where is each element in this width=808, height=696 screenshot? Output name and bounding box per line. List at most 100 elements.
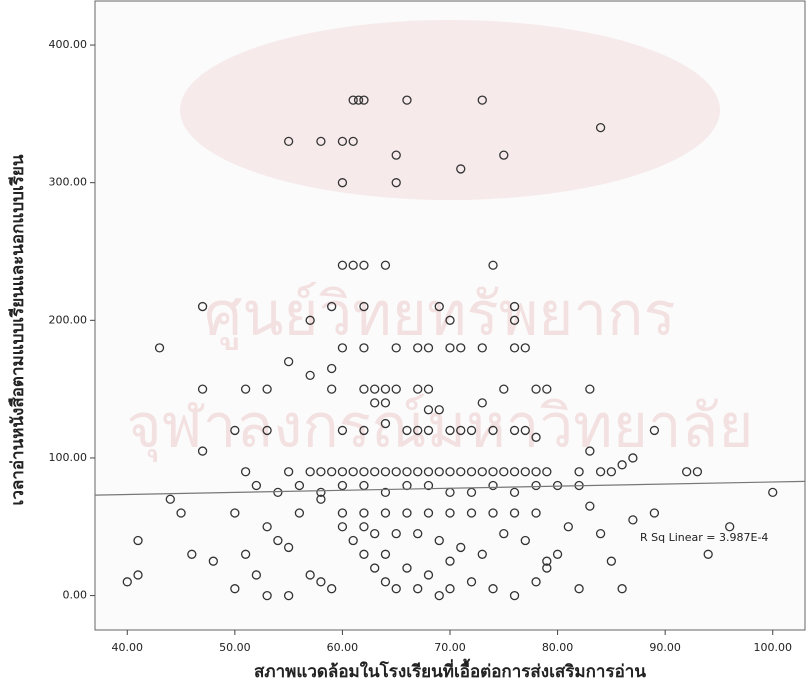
point xyxy=(316,494,326,504)
point xyxy=(348,535,358,546)
point xyxy=(509,301,520,312)
point xyxy=(628,515,638,525)
point xyxy=(552,549,563,559)
point xyxy=(509,487,520,498)
point xyxy=(230,584,240,594)
point xyxy=(359,467,369,477)
point xyxy=(445,425,455,436)
point xyxy=(380,577,391,587)
point xyxy=(542,384,552,394)
point xyxy=(488,260,498,270)
point xyxy=(509,467,520,477)
point xyxy=(488,508,498,518)
point xyxy=(337,508,348,518)
point xyxy=(413,584,423,594)
point xyxy=(359,343,369,353)
point xyxy=(768,487,778,498)
point xyxy=(391,584,401,594)
point xyxy=(456,542,466,553)
x-tick-label: 70.00 xyxy=(434,641,466,654)
point xyxy=(273,487,283,498)
point xyxy=(380,418,391,429)
point xyxy=(316,467,326,477)
point xyxy=(283,356,294,367)
point xyxy=(348,467,358,477)
point xyxy=(574,467,584,477)
point xyxy=(628,453,638,463)
point xyxy=(337,343,348,353)
point xyxy=(316,136,326,147)
point xyxy=(466,467,477,477)
x-tick-label: 80.00 xyxy=(542,641,574,654)
point xyxy=(380,398,391,408)
point xyxy=(305,370,315,381)
point xyxy=(595,529,606,539)
point xyxy=(509,508,520,518)
point xyxy=(423,508,434,518)
point xyxy=(488,584,498,594)
point xyxy=(413,384,423,394)
point xyxy=(649,508,660,518)
point xyxy=(176,508,186,518)
point xyxy=(413,425,423,436)
point xyxy=(617,460,627,470)
point xyxy=(402,563,412,573)
point xyxy=(348,136,358,147)
point xyxy=(488,425,498,436)
point xyxy=(133,535,143,546)
point xyxy=(370,467,380,477)
point xyxy=(359,549,369,559)
point xyxy=(531,577,541,587)
point xyxy=(585,501,595,511)
point xyxy=(391,343,401,353)
point xyxy=(337,480,348,491)
point xyxy=(294,508,305,518)
point xyxy=(606,467,617,477)
point xyxy=(499,384,509,394)
point xyxy=(251,480,262,491)
y-tick-label: 400.00 xyxy=(49,38,88,51)
point xyxy=(509,590,520,601)
point xyxy=(359,260,369,270)
annotation: R Sq Linear = 3.987E-4 xyxy=(640,531,768,544)
point xyxy=(434,301,444,312)
point xyxy=(337,178,348,188)
point xyxy=(133,570,143,580)
point xyxy=(423,343,434,353)
point xyxy=(509,343,520,353)
point xyxy=(230,508,240,518)
point xyxy=(682,467,692,477)
point xyxy=(488,467,498,477)
watermark-text: ศูนย์วิทยทรัพยากร xyxy=(204,280,675,351)
point xyxy=(477,343,487,353)
point xyxy=(154,343,165,353)
point xyxy=(456,425,466,436)
point xyxy=(370,529,380,539)
point xyxy=(531,384,541,394)
point xyxy=(353,95,364,105)
point xyxy=(273,535,283,546)
point xyxy=(262,425,272,436)
point xyxy=(337,136,348,147)
x-tick-label: 100.00 xyxy=(753,641,792,654)
plot-area xyxy=(94,0,806,631)
point xyxy=(348,95,358,105)
point xyxy=(563,522,573,532)
point xyxy=(197,384,208,394)
point xyxy=(359,301,369,312)
point xyxy=(477,95,487,105)
point xyxy=(391,529,401,539)
point xyxy=(165,494,175,504)
point xyxy=(434,405,444,415)
point xyxy=(391,467,401,477)
point xyxy=(423,467,434,477)
point xyxy=(423,425,434,436)
point xyxy=(520,467,530,477)
point xyxy=(445,584,455,594)
point xyxy=(262,384,272,394)
point xyxy=(230,425,240,436)
point xyxy=(725,522,735,532)
point xyxy=(251,570,262,580)
point xyxy=(445,343,455,353)
